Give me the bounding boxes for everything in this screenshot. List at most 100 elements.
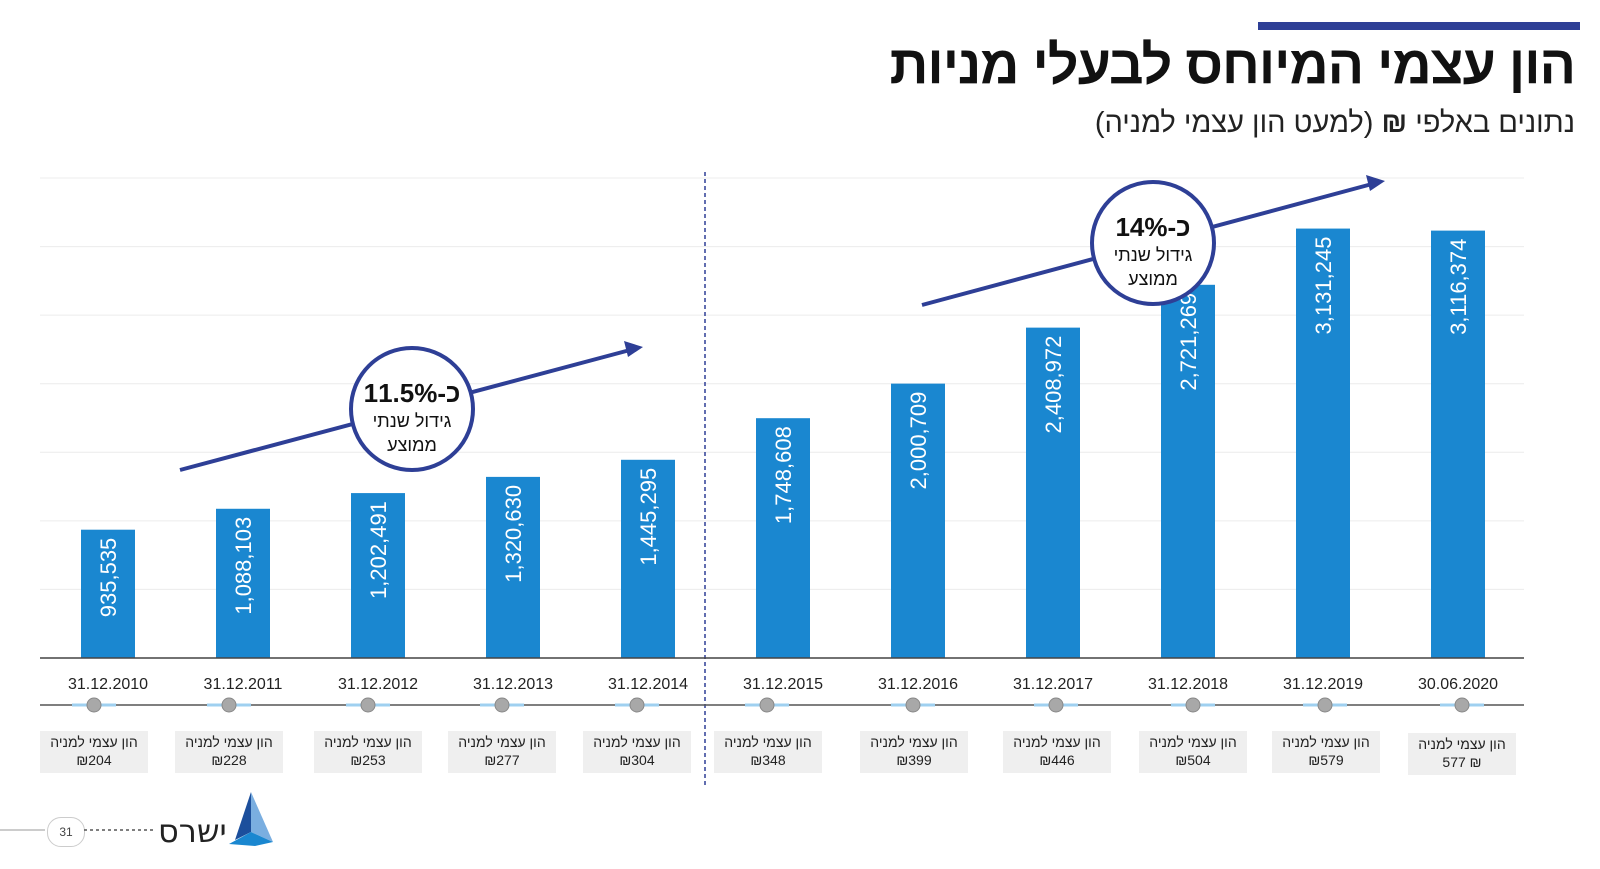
x-tick-label: 31.12.2018 xyxy=(1148,676,1228,693)
x-tick-label: 31.12.2013 xyxy=(473,676,553,693)
per-share-box: הון עצמי למניה ₪399 xyxy=(860,731,968,773)
bar-value-label: 2,721,269 xyxy=(1176,293,1201,391)
x-tick-label: 31.12.2019 xyxy=(1283,676,1363,693)
growth-text-1: גידול שנתי xyxy=(1113,245,1193,265)
bar-value-label: 2,408,972 xyxy=(1041,336,1066,434)
per-share-caption: הון עצמי למניה xyxy=(324,734,412,750)
bar-value-label: 1,320,630 xyxy=(501,485,526,583)
growth-pct-value: 11.5% xyxy=(363,378,438,408)
per-share-caption: הון עצמי למניה xyxy=(1013,734,1101,750)
per-share-value: ₪228 xyxy=(211,752,247,768)
timeline-dot xyxy=(1048,697,1064,713)
page-number: 31 xyxy=(47,817,85,847)
timeline-dot xyxy=(494,697,510,713)
bar xyxy=(486,476,540,658)
per-share-box: הון עצמי למניה ₪304 xyxy=(583,731,691,773)
x-tick-label: 31.12.2017 xyxy=(1013,676,1093,693)
per-share-box: הון עצמי למניה ₪504 xyxy=(1139,731,1247,773)
company-logo-icon xyxy=(229,792,273,846)
page-title: הון עצמי המיוחס לבעלי מניות xyxy=(889,35,1576,95)
footer-dotted-line xyxy=(0,829,155,831)
subtitle-prefix: נתונים באלפי xyxy=(1407,107,1575,139)
per-share-caption: הון עצמי למניה xyxy=(185,734,273,750)
per-share-value: ₪579 xyxy=(1308,752,1344,768)
timeline-dot xyxy=(1185,697,1201,713)
per-share-value: ₪348 xyxy=(750,752,786,768)
bar xyxy=(756,418,810,658)
per-share-caption: הון עצמי למניה xyxy=(724,734,812,750)
per-share-box: הון עצמי למניה ₪ 577 xyxy=(1408,733,1516,775)
timeline-dot xyxy=(629,697,645,713)
per-share-box: הון עצמי למניה ₪228 xyxy=(175,731,283,773)
per-share-value: ₪504 xyxy=(1175,752,1211,768)
growth-text-2: ממוצע xyxy=(387,435,437,455)
growth-pct: כ- xyxy=(1167,212,1191,242)
bar-value-label: 3,116,374 xyxy=(1446,239,1471,335)
x-tick-label: 31.12.2015 xyxy=(743,676,823,693)
x-tick-label: 31.12.2014 xyxy=(608,676,688,693)
bar xyxy=(1161,284,1215,658)
bar xyxy=(1026,327,1080,658)
per-share-caption: הון עצמי למניה xyxy=(870,734,958,750)
subtitle-suffix: (למעט הון עצמי למניה) xyxy=(1094,107,1382,139)
per-share-box: הון עצמי למניה ₪446 xyxy=(1003,731,1111,773)
timeline-dot xyxy=(759,697,775,713)
bar-value-label: 935,535 xyxy=(96,538,121,618)
per-share-value: ₪304 xyxy=(619,752,655,768)
growth-pct-value: 14% xyxy=(1115,212,1168,242)
per-share-caption: הון עצמי למניה xyxy=(1418,736,1506,752)
bar xyxy=(351,493,405,658)
bar xyxy=(216,508,270,658)
per-share-caption: הון עצמי למניה xyxy=(458,734,546,750)
bar xyxy=(81,529,135,658)
x-tick-label: 31.12.2016 xyxy=(878,676,958,693)
bar-value-label: 2,000,709 xyxy=(906,392,931,490)
per-share-value: ₪ 577 xyxy=(1442,754,1482,770)
per-share-box: הון עצמי למניה ₪277 xyxy=(448,731,556,773)
per-share-box: הון עצמי למניה ₪348 xyxy=(714,731,822,773)
per-share-box: הון עצמי למניה ₪204 xyxy=(40,731,148,773)
timeline-dot xyxy=(905,697,921,713)
per-share-value: ₪399 xyxy=(896,752,932,768)
timeline-dot xyxy=(1454,697,1470,713)
x-tick-label: 31.12.2010 xyxy=(68,676,148,693)
timeline-dot xyxy=(360,697,376,713)
timeline-dot xyxy=(1317,697,1333,713)
per-share-caption: הון עצמי למניה xyxy=(593,734,681,750)
bar-value-label: 1,445,295 xyxy=(636,468,661,566)
title-accent-bar xyxy=(1258,22,1580,30)
per-share-value: ₪277 xyxy=(484,752,520,768)
bar-value-label: 1,202,491 xyxy=(366,501,391,599)
bar xyxy=(1296,228,1350,658)
timeline-dot xyxy=(86,697,102,713)
growth-text-2: ממוצע xyxy=(1128,269,1178,289)
per-share-caption: הון עצמי למניה xyxy=(50,734,138,750)
growth-arrow-head xyxy=(1366,175,1385,191)
per-share-box: הון עצמי למניה ₪253 xyxy=(314,731,422,773)
growth-text-1: גידול שנתי xyxy=(372,411,452,431)
subtitle-currency: ₪ xyxy=(1381,107,1408,139)
per-share-value: ₪204 xyxy=(76,752,112,768)
x-tick-label: 30.06.2020 xyxy=(1418,676,1498,693)
growth-pct: כ- xyxy=(437,378,461,408)
bar-value-label: 3,131,245 xyxy=(1311,237,1336,335)
growth-circle-2015-2020: כ-14% גידול שנתי ממוצע xyxy=(1090,180,1216,306)
growth-circle-2010-2014: כ-11.5% גידול שנתי ממוצע xyxy=(349,346,475,472)
per-share-box: הון עצמי למניה ₪579 xyxy=(1272,731,1380,773)
bar xyxy=(621,459,675,658)
x-tick-label: 31.12.2012 xyxy=(338,676,418,693)
bar xyxy=(891,383,945,658)
timeline-dot xyxy=(221,697,237,713)
bar-value-label: 1,088,103 xyxy=(231,517,256,615)
page-subtitle: נתונים באלפי ₪ (למעט הון עצמי למניה) xyxy=(1095,107,1575,140)
bar-value-label: 1,748,608 xyxy=(771,426,796,524)
company-logo-text: ישרס xyxy=(158,812,227,850)
growth-arrow-head xyxy=(624,341,643,357)
per-share-caption: הון עצמי למניה xyxy=(1282,734,1370,750)
per-share-value: ₪253 xyxy=(350,752,386,768)
per-share-value: ₪446 xyxy=(1039,752,1075,768)
bar xyxy=(1431,230,1485,658)
x-tick-label: 31.12.2011 xyxy=(204,676,283,693)
per-share-caption: הון עצמי למניה xyxy=(1149,734,1237,750)
